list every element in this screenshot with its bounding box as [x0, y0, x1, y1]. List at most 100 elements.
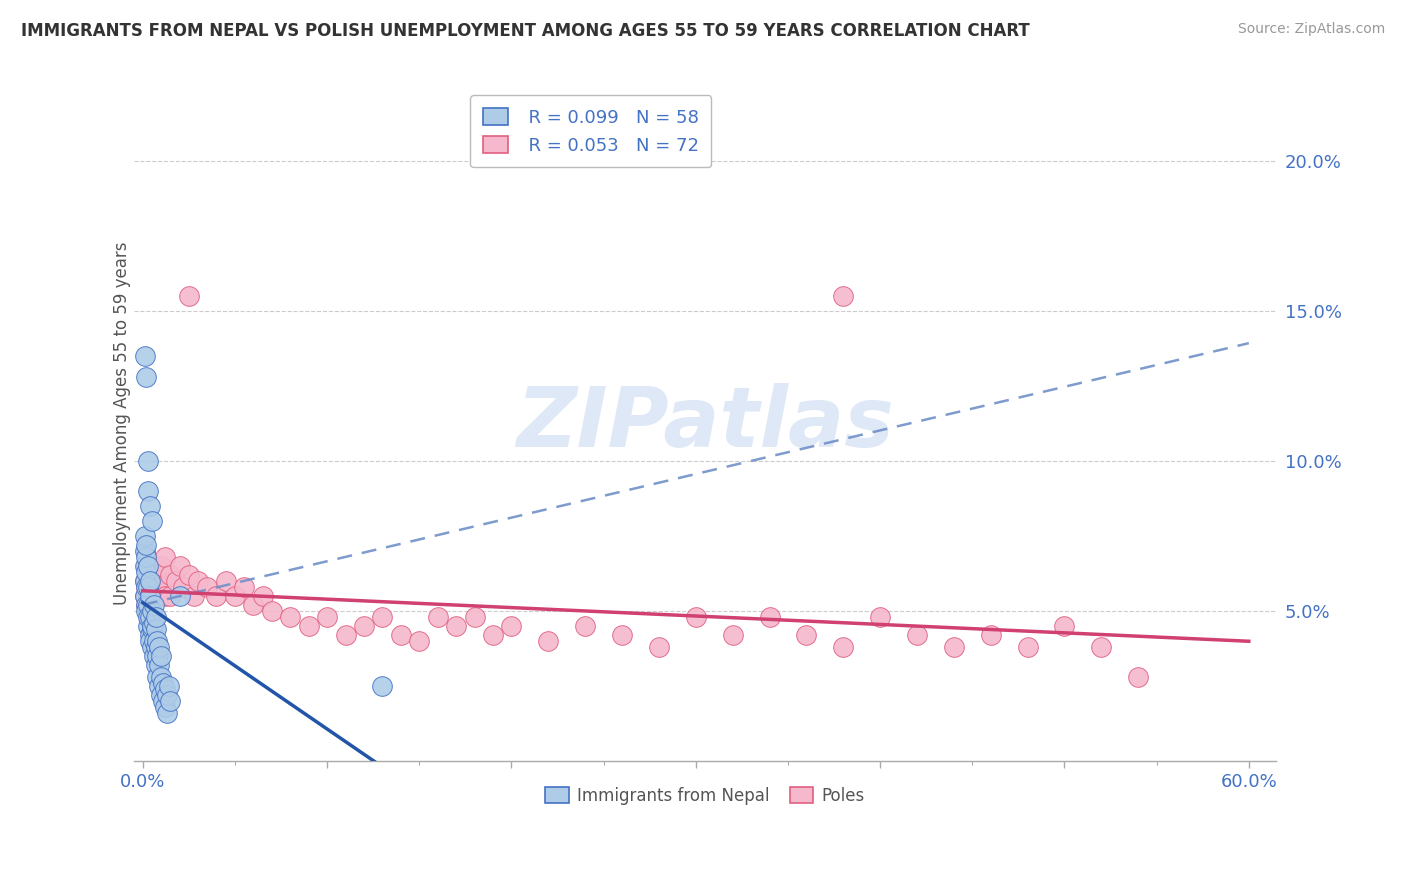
Point	[832, 289, 855, 303]
Point	[187, 574, 209, 589]
Point	[172, 580, 194, 594]
Point	[141, 589, 163, 603]
Point	[134, 589, 156, 603]
Point	[159, 694, 181, 708]
Point	[142, 598, 165, 612]
Point	[139, 610, 162, 624]
Point	[183, 589, 205, 603]
Point	[139, 628, 162, 642]
Point	[139, 574, 162, 589]
Point	[136, 559, 159, 574]
Point	[136, 484, 159, 499]
Point	[145, 640, 167, 654]
Point	[142, 616, 165, 631]
Point	[832, 640, 855, 654]
Point	[215, 574, 238, 589]
Point	[134, 589, 156, 603]
Point	[134, 349, 156, 363]
Point	[141, 514, 163, 528]
Legend: Immigrants from Nepal, Poles: Immigrants from Nepal, Poles	[537, 779, 873, 814]
Point	[796, 628, 818, 642]
Point	[142, 628, 165, 642]
Point	[408, 634, 430, 648]
Point	[145, 622, 167, 636]
Point	[134, 529, 156, 543]
Point	[371, 679, 394, 693]
Point	[146, 640, 169, 654]
Point	[139, 610, 162, 624]
Point	[482, 628, 505, 642]
Point	[153, 589, 176, 603]
Point	[298, 619, 321, 633]
Point	[157, 679, 180, 693]
Point	[195, 580, 218, 594]
Point	[136, 598, 159, 612]
Point	[156, 706, 179, 720]
Point	[141, 619, 163, 633]
Point	[721, 628, 744, 642]
Point	[153, 682, 176, 697]
Point	[136, 604, 159, 618]
Point	[146, 634, 169, 648]
Point	[169, 559, 191, 574]
Point	[444, 619, 467, 633]
Point	[145, 634, 167, 648]
Point	[980, 628, 1002, 642]
Point	[135, 550, 157, 565]
Point	[148, 640, 170, 654]
Point	[134, 574, 156, 589]
Point	[389, 628, 412, 642]
Point	[150, 580, 173, 594]
Point	[148, 658, 170, 673]
Point	[135, 580, 157, 594]
Point	[501, 619, 523, 633]
Point	[141, 640, 163, 654]
Point	[135, 538, 157, 552]
Point	[135, 604, 157, 618]
Point	[145, 610, 167, 624]
Point	[242, 598, 264, 612]
Point	[146, 589, 169, 603]
Point	[177, 568, 200, 582]
Point	[148, 646, 170, 660]
Point	[150, 649, 173, 664]
Point	[141, 622, 163, 636]
Point	[146, 649, 169, 664]
Point	[758, 610, 780, 624]
Text: Source: ZipAtlas.com: Source: ZipAtlas.com	[1237, 22, 1385, 37]
Point	[134, 574, 156, 589]
Point	[142, 649, 165, 664]
Point	[1128, 670, 1150, 684]
Y-axis label: Unemployment Among Ages 55 to 59 years: Unemployment Among Ages 55 to 59 years	[114, 242, 131, 606]
Point	[145, 658, 167, 673]
Point	[869, 610, 891, 624]
Point	[177, 289, 200, 303]
Point	[152, 676, 174, 690]
Point	[134, 559, 156, 574]
Point	[153, 700, 176, 714]
Point	[165, 574, 187, 589]
Point	[135, 370, 157, 384]
Point	[142, 634, 165, 648]
Point	[139, 499, 162, 513]
Point	[205, 589, 228, 603]
Point	[156, 688, 179, 702]
Point	[145, 568, 167, 582]
Point	[136, 589, 159, 603]
Point	[141, 604, 163, 618]
Point	[136, 568, 159, 582]
Point	[135, 580, 157, 594]
Point	[152, 694, 174, 708]
Point	[136, 610, 159, 624]
Text: ZIPatlas: ZIPatlas	[516, 384, 894, 464]
Point	[136, 454, 159, 468]
Point	[169, 589, 191, 603]
Point	[141, 559, 163, 574]
Point	[150, 670, 173, 684]
Point	[537, 634, 560, 648]
Point	[426, 610, 449, 624]
Point	[135, 565, 157, 579]
Point	[905, 628, 928, 642]
Point	[135, 598, 157, 612]
Point	[260, 604, 283, 618]
